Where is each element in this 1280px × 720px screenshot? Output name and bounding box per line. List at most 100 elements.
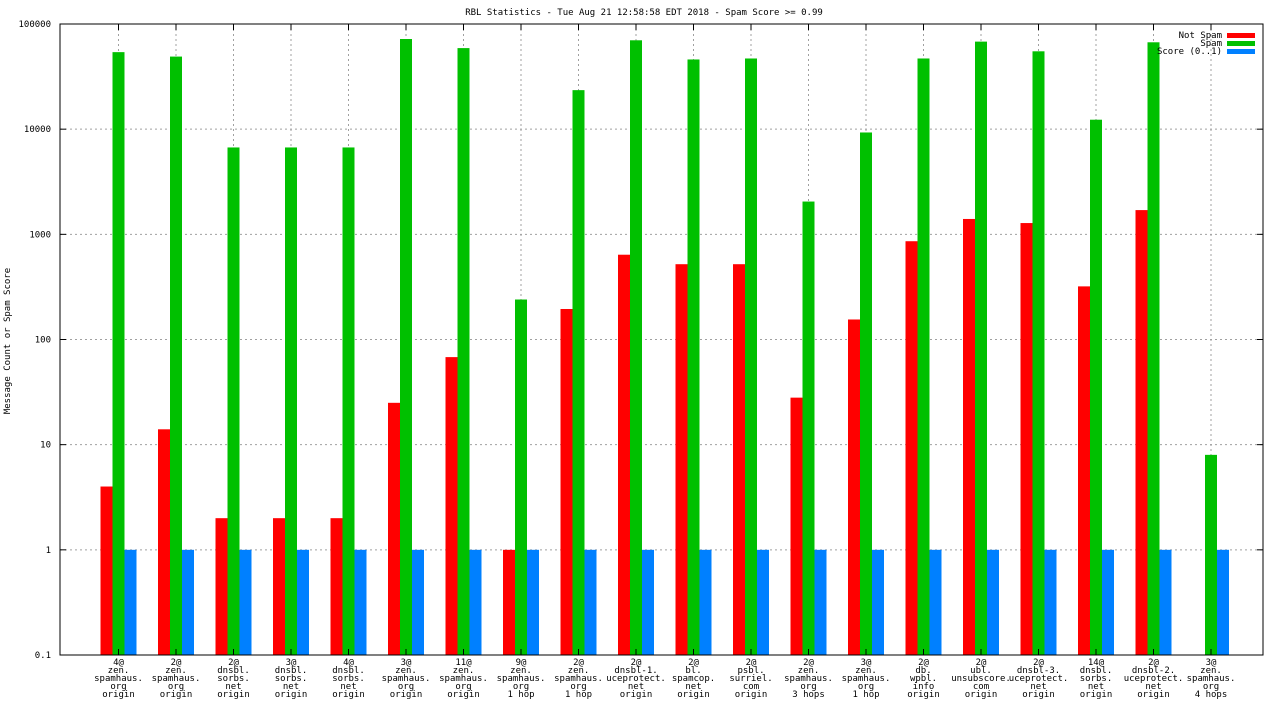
chart-title: RBL Statistics - Tue Aug 21 12:58:58 EDT… <box>465 8 823 18</box>
x-tick-label: sorbs. <box>332 674 365 684</box>
x-tick-label: uceprotect. <box>606 674 666 684</box>
x-tick-label: org <box>398 682 414 692</box>
bar-spam <box>687 59 700 656</box>
bar-spam <box>515 299 527 655</box>
bar-score-0-1 <box>987 549 999 655</box>
bar-not-spam <box>618 254 630 655</box>
bar-spam <box>630 40 642 655</box>
bars <box>100 39 1229 656</box>
x-tick-label: db. <box>915 666 931 676</box>
x-tick-label: origin <box>217 690 250 700</box>
x-tick-label: spamhaus. <box>382 674 431 684</box>
x-tick-label: net <box>283 682 299 692</box>
x-tick-label: dnsbl-3. <box>1017 666 1060 676</box>
bar-not-spam <box>905 241 918 655</box>
x-tick-label: 3 hops <box>792 690 825 700</box>
y-tick-label: 1 <box>46 546 51 556</box>
bar-not-spam <box>733 264 745 655</box>
bar-score-0-1 <box>1102 549 1114 655</box>
bar-not-spam <box>790 397 803 655</box>
x-tick-label: spamhaus. <box>554 674 603 684</box>
bar-not-spam <box>100 486 113 655</box>
x-tick-label: 1 hop <box>852 690 879 700</box>
x-tick-label: 3@ <box>401 658 412 668</box>
x-tick-label: 3@ <box>286 658 297 668</box>
bar-score-0-1 <box>929 549 942 655</box>
x-tick-label: zen. <box>108 666 130 676</box>
legend-swatch <box>1227 49 1255 54</box>
x-tick-label: dnsbl-1. <box>614 666 657 676</box>
bar-not-spam <box>330 518 343 655</box>
x-tick-label: 2@ <box>746 658 757 668</box>
x-tick-label: 1 hop <box>565 690 592 700</box>
x-tick-label: 1 hop <box>507 690 534 700</box>
x-tick-label: dnsbl. <box>332 666 365 676</box>
x-tick-label: 2@ <box>803 658 814 668</box>
x-tick-label: org <box>570 682 586 692</box>
x-tick-label: origin <box>1080 690 1113 700</box>
x-tick-label: org <box>1203 682 1219 692</box>
bar-spam <box>1090 119 1102 655</box>
x-tick-label: 2@ <box>688 658 699 668</box>
x-tick-label: origin <box>620 690 653 700</box>
x-tick-label: origin <box>907 690 940 700</box>
bar-spam <box>285 147 297 655</box>
x-tick-label: 2@ <box>573 658 584 668</box>
bar-score-0-1 <box>527 549 539 655</box>
x-tick-label: org <box>455 682 471 692</box>
bar-spam <box>572 90 585 655</box>
bar-score-0-1 <box>412 549 424 655</box>
x-tick-label: com <box>743 682 759 692</box>
x-tick-label: org <box>168 682 184 692</box>
x-tick-label: org <box>858 682 874 692</box>
x-tick-label: org <box>513 682 529 692</box>
bar-spam <box>1032 51 1045 656</box>
x-tick-label: net <box>1088 682 1104 692</box>
x-tick-label: 3@ <box>1206 658 1217 668</box>
x-tick-label: zen. <box>855 666 877 676</box>
legend-swatch <box>1227 33 1255 38</box>
x-tick-label: ubl. <box>970 666 992 676</box>
y-tick-label: 1000 <box>29 230 51 240</box>
bar-not-spam <box>158 429 170 655</box>
x-tick-label: psbl. <box>737 666 764 676</box>
bar-spam <box>860 132 872 656</box>
bar-spam <box>745 58 757 655</box>
x-tick-label: org <box>800 682 816 692</box>
x-tick-label: 14@ <box>1088 658 1105 668</box>
x-tick-label: origin <box>1137 690 1170 700</box>
bar-score-0-1 <box>469 549 482 655</box>
bar-not-spam <box>1020 223 1033 655</box>
x-tick-label: uceprotect. <box>1009 674 1069 684</box>
x-tick-label: origin <box>965 690 998 700</box>
bar-not-spam <box>1078 286 1090 655</box>
bar-score-0-1 <box>584 549 597 655</box>
bar-spam <box>342 147 355 655</box>
x-tick-label: origin <box>735 690 768 700</box>
x-tick-label: 4 hops <box>1195 690 1228 700</box>
x-tick-label: bl. <box>685 666 701 676</box>
x-tick-label: spamhaus. <box>1187 674 1236 684</box>
legend-swatch <box>1227 41 1255 46</box>
x-tick-label: unsubscore. <box>951 674 1011 684</box>
x-tick-label: zen. <box>1200 666 1222 676</box>
x-tick-label: wpbl. <box>910 674 937 684</box>
y-axis-label: Message Count or Spam Score <box>3 268 13 414</box>
x-tick-label: spamhaus. <box>439 674 488 684</box>
y-tick-label: 100 <box>35 336 51 346</box>
x-tick-label: origin <box>447 690 480 700</box>
bar-score-0-1 <box>1217 549 1229 655</box>
legend-label: Score (0..1) <box>1157 47 1222 57</box>
x-tick-label: sorbs. <box>217 674 250 684</box>
x-tick-label: 2@ <box>918 658 929 668</box>
y-axis-ticks: 0.1 1 10 100 1000 10000 100000 <box>18 20 1263 661</box>
x-axis-ticks: 4@zen.spamhaus.orgorigin2@zen.spamhaus.o… <box>94 24 1235 700</box>
x-tick-label: origin <box>390 690 423 700</box>
legend-label: Spam <box>1200 39 1222 49</box>
bar-spam <box>400 39 412 656</box>
x-tick-label: 9@ <box>516 658 527 668</box>
bar-score-0-1 <box>182 549 194 655</box>
x-tick-label: net <box>1030 682 1046 692</box>
x-tick-label: net <box>340 682 356 692</box>
